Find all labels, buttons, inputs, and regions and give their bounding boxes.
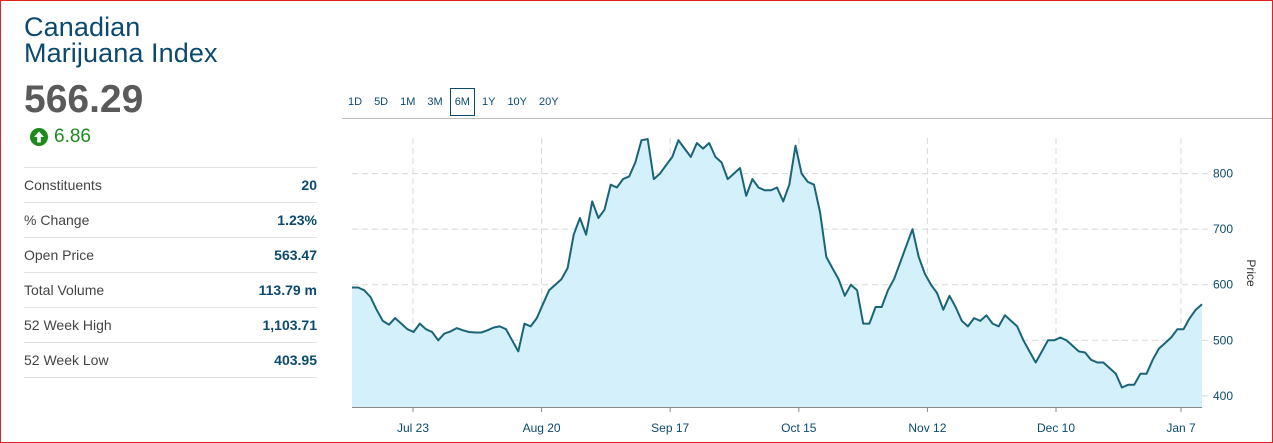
stat-label: 52 Week High (24, 317, 112, 333)
stat-value: 403.95 (274, 352, 317, 368)
y-tick-label: 500 (1213, 333, 1233, 347)
index-price: 566.29 (24, 78, 144, 121)
range-button-5d[interactable]: 5D (374, 96, 389, 108)
stats-table: Constituents 20 % Change 1.23% Open Pric… (24, 167, 317, 378)
index-summary-panel: Canadian Marijuana Index 566.29 6.86 Con… (24, 14, 317, 378)
range-button-10y[interactable]: 10Y (507, 96, 528, 108)
x-tick-label: Jul 23 (397, 421, 429, 435)
x-tick-label: Dec 10 (1037, 421, 1075, 435)
price-chart[interactable]: 400 500 600 700 800 Jul 23 Aug 20 Sep 17 Oct 15 N… (342, 118, 1272, 443)
stat-row-total-volume: Total Volume 113.79 m (24, 273, 317, 308)
stat-value: 1,103.71 (262, 317, 318, 333)
y-tick-label: 700 (1213, 222, 1233, 236)
range-button-6m[interactable]: 6M (449, 88, 475, 116)
stat-label: Total Volume (24, 282, 105, 298)
index-title-line1: Canadian (24, 12, 141, 42)
stat-value: 1.23% (277, 212, 317, 228)
index-title-line2: Marijuana Index (24, 38, 218, 68)
price-area (352, 139, 1202, 407)
price-chart-svg[interactable]: 400 500 600 700 800 Jul 23 Aug 20 Sep 17 Oct 15 N… (342, 118, 1272, 443)
stat-row-52-week-high: 52 Week High 1,103.71 (24, 308, 317, 343)
y-tick-label: 600 (1213, 278, 1233, 292)
index-title: Canadian Marijuana Index (24, 12, 317, 68)
stat-label: 52 Week Low (24, 352, 109, 368)
stat-row-constituents: Constituents 20 (24, 168, 317, 203)
x-tick-label: Nov 12 (908, 421, 946, 435)
x-tick-label: Jan 7 (1166, 421, 1196, 435)
stat-value: 563.47 (274, 247, 317, 263)
stat-row-percent-change: % Change 1.23% (24, 203, 317, 238)
range-button-1y[interactable]: 1Y (481, 96, 496, 108)
range-button-3m[interactable]: 3M (427, 96, 443, 108)
time-range-selector: 1D 5D 1M 3M 6M 1Y 10Y 20Y (343, 88, 566, 116)
stat-value: 113.79 m (258, 282, 317, 298)
x-tick-label: Oct 15 (781, 421, 817, 435)
range-button-20y[interactable]: 20Y (539, 96, 559, 108)
stat-label: % Change (24, 212, 90, 228)
x-tick-label: Sep 17 (651, 421, 689, 435)
up-arrow-icon (30, 128, 48, 146)
range-button-1d[interactable]: 1D (348, 96, 363, 108)
y-tick-label: 800 (1213, 167, 1233, 181)
stat-label: Constituents (24, 177, 102, 193)
change-value: 6.86 (54, 126, 91, 147)
y-tick-label: 400 (1213, 389, 1233, 403)
range-button-1m[interactable]: 1M (400, 96, 416, 108)
stat-value: 20 (301, 177, 317, 193)
price-line (352, 138, 1203, 389)
stat-label: Open Price (24, 247, 95, 263)
stat-row-52-week-low: 52 Week Low 403.95 (24, 343, 317, 378)
x-tick-label: Aug 20 (523, 421, 561, 435)
y-axis-title: Price (1244, 259, 1258, 287)
index-change: 6.86 (24, 126, 317, 148)
stat-row-open-price: Open Price 563.47 (24, 238, 317, 273)
